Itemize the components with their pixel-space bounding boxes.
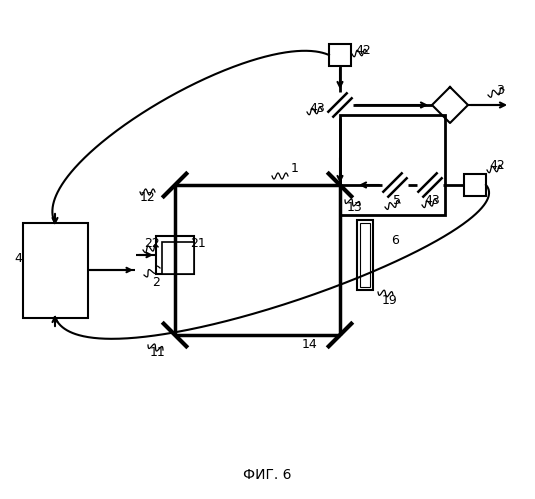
Bar <box>23 223 88 318</box>
Text: 4: 4 <box>14 251 22 264</box>
Text: 43: 43 <box>424 194 440 207</box>
Text: 3: 3 <box>496 83 504 96</box>
Text: 5: 5 <box>393 194 401 207</box>
Text: 43: 43 <box>309 101 325 114</box>
Text: 2: 2 <box>152 275 160 288</box>
Bar <box>329 44 351 66</box>
Text: 42: 42 <box>355 43 371 56</box>
Text: 21: 21 <box>190 237 206 250</box>
Text: 22: 22 <box>144 237 160 250</box>
Text: 12: 12 <box>140 191 156 204</box>
Bar <box>156 236 194 274</box>
Bar <box>340 115 445 215</box>
Text: 42: 42 <box>489 159 505 172</box>
Bar <box>162 242 194 274</box>
Text: 6: 6 <box>391 234 399 247</box>
Bar <box>360 223 370 287</box>
Text: 13: 13 <box>347 201 363 214</box>
Text: 19: 19 <box>382 293 398 306</box>
Bar <box>464 174 486 196</box>
Text: ФИГ. 6: ФИГ. 6 <box>243 468 291 482</box>
Text: 1: 1 <box>291 162 299 175</box>
Text: 14: 14 <box>302 338 318 351</box>
Text: 11: 11 <box>150 346 166 359</box>
Bar <box>357 220 373 290</box>
